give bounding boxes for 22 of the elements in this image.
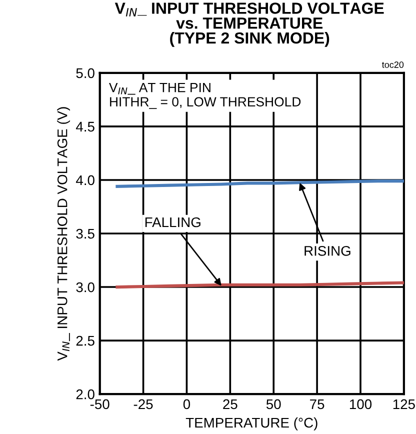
x-tick-label: 125 bbox=[393, 399, 415, 410]
y-axis-title: V$_{IN}$_ INPUT THRESHOLD VOLTAGE (V) bbox=[57, 107, 70, 361]
y-tick-label: 2.0 bbox=[76, 389, 94, 400]
x-tick-label: 25 bbox=[223, 399, 238, 410]
x-tick-label: -50 bbox=[90, 399, 110, 410]
annotation: RISING bbox=[304, 246, 350, 256]
x-tick-label: 50 bbox=[266, 399, 281, 410]
y-tick-label: 4.0 bbox=[76, 175, 94, 186]
text: toc20 bbox=[382, 62, 404, 68]
y-tick-label: 4.5 bbox=[76, 122, 94, 132]
x-axis-title: TEMPERATURE (°C) bbox=[186, 417, 318, 430]
annotation: FALLING bbox=[145, 217, 200, 228]
x-tick-label: 75 bbox=[310, 399, 324, 410]
y-tick-label: 2.5 bbox=[76, 336, 94, 346]
x-tick-label: 0 bbox=[183, 399, 190, 410]
chart-title: V$_{IN}$_ INPUT THRESHOLD VOLTAGE vs. TEMPERATURE (TYPE 2 SINK MODE) bbox=[114, 2, 384, 47]
y-tick-label: 3.0 bbox=[76, 282, 94, 292]
x-tick-label: -25 bbox=[134, 399, 153, 410]
y-tick-label: 3.5 bbox=[76, 228, 94, 239]
annotation: V$_{IN}$_ AT THE PIN HITHR_ = 0, LOW THRESHOLD bbox=[109, 83, 301, 109]
y-tick-label: 5.0 bbox=[76, 68, 94, 78]
x-tick-label: 100 bbox=[350, 399, 372, 410]
